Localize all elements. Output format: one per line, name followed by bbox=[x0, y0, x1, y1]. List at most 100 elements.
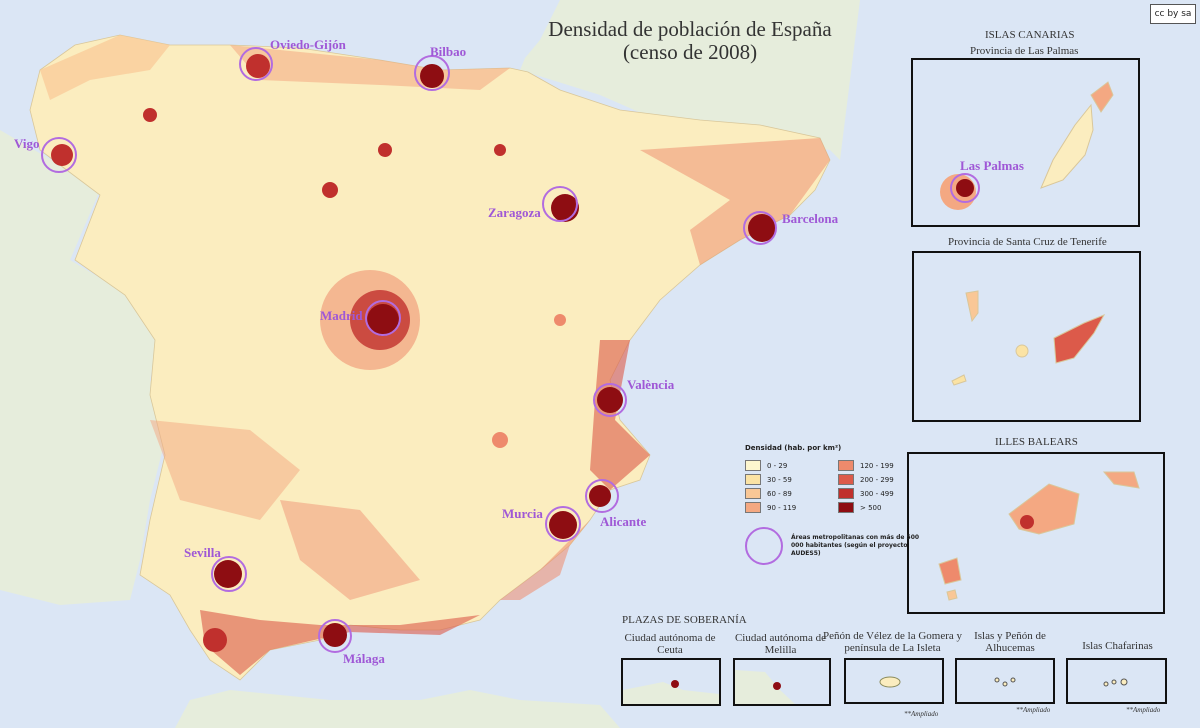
map-title: Densidad de población de España (censo d… bbox=[540, 18, 840, 64]
melilla-city bbox=[773, 682, 781, 690]
tenerife-prov-title: Provincia de Santa Cruz de Tenerife bbox=[948, 236, 1107, 248]
legend-swatch bbox=[838, 460, 854, 471]
label-alicante: Alicante bbox=[600, 514, 647, 529]
title-line-1: Densidad de población de España bbox=[548, 17, 832, 41]
las-palmas-islands bbox=[940, 81, 1114, 210]
legend-classes: 0 - 29 120 - 199 30 - 59 200 - 299 60 - … bbox=[745, 460, 925, 513]
las-palmas-metro-circle bbox=[950, 173, 980, 203]
legend-item: > 500 bbox=[838, 502, 925, 513]
bilbao-metro-circle bbox=[414, 55, 450, 91]
galicia-north-patch bbox=[40, 35, 170, 100]
cuenca-patch bbox=[554, 314, 566, 326]
melilla-map bbox=[735, 670, 795, 704]
alicante-patch bbox=[589, 485, 611, 507]
murcia-metro-circle bbox=[545, 506, 581, 542]
baleares-inset bbox=[907, 452, 1165, 614]
legend-item: 90 - 119 bbox=[745, 502, 832, 513]
velez-inset bbox=[844, 658, 944, 704]
label-malaga: Málaga bbox=[343, 651, 385, 666]
albacete-patch bbox=[492, 432, 508, 448]
ceuta-africa bbox=[623, 682, 719, 704]
melilla-inset bbox=[733, 658, 831, 706]
metro-circles bbox=[41, 47, 777, 653]
malaga-patch bbox=[323, 623, 347, 647]
murcia-patch bbox=[549, 511, 577, 539]
las-palmas-prov-title: Provincia de Las Palmas bbox=[970, 45, 1079, 57]
chafarinas-ampliado-note: **Ampliado bbox=[1126, 706, 1161, 714]
jaen-granada-patch bbox=[280, 500, 420, 600]
title-line-2: (censo de 2008) bbox=[622, 40, 758, 64]
valencia-patch bbox=[597, 387, 623, 413]
ceuta-title: Ciudad autónoma de Ceuta bbox=[624, 632, 716, 656]
legend-swatch bbox=[745, 502, 761, 513]
chafarinas-title: Islas Chafarinas bbox=[1082, 640, 1153, 652]
palma-city bbox=[1020, 515, 1034, 529]
canarias-title: ISLAS CANARIAS bbox=[985, 29, 1075, 41]
legend-metro: Áreas metropolitanas con más de 500 000 … bbox=[745, 527, 925, 565]
sevilla-patch bbox=[214, 560, 242, 588]
ceuta-inset bbox=[621, 658, 721, 706]
alicante-metro-circle bbox=[585, 479, 619, 513]
la-palma bbox=[965, 290, 979, 323]
barcelona-patch bbox=[748, 214, 776, 242]
velez-title: Peñón de Vélez de la Gomera y península … bbox=[822, 630, 963, 654]
fuerteventura bbox=[1040, 103, 1094, 189]
portugal-land bbox=[0, 130, 170, 605]
legend-swatch bbox=[838, 474, 854, 485]
formentera bbox=[946, 589, 958, 601]
legend-swatch bbox=[745, 474, 761, 485]
valencia-metro-circle bbox=[593, 383, 627, 417]
alhucemas-map bbox=[994, 677, 1016, 687]
legend-label: 30 - 59 bbox=[767, 475, 792, 484]
lanzarote bbox=[1090, 81, 1114, 113]
legend-item: 0 - 29 bbox=[745, 460, 832, 471]
extremadura-patch bbox=[150, 420, 300, 520]
legend-swatch bbox=[838, 502, 854, 513]
alhucemas-ampliado-note: **Ampliado bbox=[1016, 706, 1051, 714]
legend-item: 60 - 89 bbox=[745, 488, 832, 499]
chafarinas-islet-1 bbox=[1103, 681, 1109, 687]
alhucemas-islet-3 bbox=[1010, 677, 1016, 683]
legend-label: 200 - 299 bbox=[860, 475, 894, 484]
legend-label: 60 - 89 bbox=[767, 489, 792, 498]
ceuta-map bbox=[623, 680, 719, 704]
alhucemas-inset bbox=[955, 658, 1055, 704]
baleares-title: ILLES BALEARS bbox=[995, 436, 1078, 448]
santiago-patch bbox=[143, 108, 157, 122]
vigo-patch bbox=[51, 144, 73, 166]
legend-swatch bbox=[838, 488, 854, 499]
catalonia-patch bbox=[640, 138, 830, 265]
legend-title: Densidad (hab. por km²) bbox=[745, 444, 842, 452]
france-land bbox=[470, 0, 860, 160]
logrono-patch bbox=[494, 144, 506, 156]
madrid-center-patch bbox=[367, 304, 399, 336]
label-murcia: Murcia bbox=[502, 506, 543, 521]
legend-item: 300 - 499 bbox=[838, 488, 925, 499]
las-palmas-inset bbox=[911, 58, 1140, 227]
alhucemas-title: Islas y Peñón de Alhucemas bbox=[974, 630, 1046, 654]
el-hierro bbox=[951, 374, 967, 386]
legend-label: 90 - 119 bbox=[767, 503, 797, 512]
legend-swatch bbox=[745, 460, 761, 471]
legend-label: > 500 bbox=[860, 503, 882, 512]
chafarinas-inset bbox=[1066, 658, 1167, 704]
label-vigo: Vigo bbox=[14, 136, 40, 151]
africa-land bbox=[175, 690, 620, 728]
chafarinas-islet-3 bbox=[1120, 678, 1128, 686]
plazas-title: PLAZAS DE SOBERANÍA bbox=[622, 614, 747, 626]
legend-label: 0 - 29 bbox=[767, 461, 788, 470]
label-oviedo: Oviedo-Gijón bbox=[270, 37, 346, 52]
tenerife bbox=[1053, 314, 1106, 364]
las-palmas-city bbox=[956, 179, 974, 197]
baleares-islands bbox=[938, 471, 1140, 601]
legend-metro-circle bbox=[745, 527, 783, 565]
melilla-africa bbox=[735, 670, 795, 704]
murcia-coast-patch bbox=[500, 520, 590, 600]
madrid-metro-circle bbox=[365, 300, 401, 336]
legend-item: 120 - 199 bbox=[838, 460, 925, 471]
label-valencia: València bbox=[627, 377, 675, 392]
la-gomera bbox=[1015, 344, 1029, 358]
legend-label: 300 - 499 bbox=[860, 489, 894, 498]
alhucemas-islet-1 bbox=[994, 677, 1000, 683]
label-bilbao: Bilbao bbox=[430, 44, 467, 59]
